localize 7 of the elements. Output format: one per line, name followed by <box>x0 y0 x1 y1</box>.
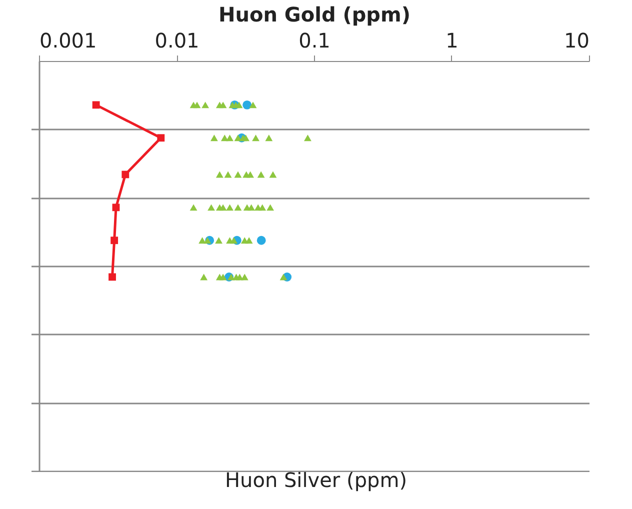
x-tick-label: 0.01 <box>154 28 200 52</box>
x-tick-label: 0.001 <box>40 28 97 52</box>
x-tick-label: 1 <box>446 28 458 52</box>
x-tick-label: 0.1 <box>298 28 330 52</box>
x-tick-label: 10 <box>564 28 590 52</box>
annotation: Huon Silver (ppm) <box>224 468 408 492</box>
x-axis-title: Huon Gold (ppm) <box>218 2 410 26</box>
